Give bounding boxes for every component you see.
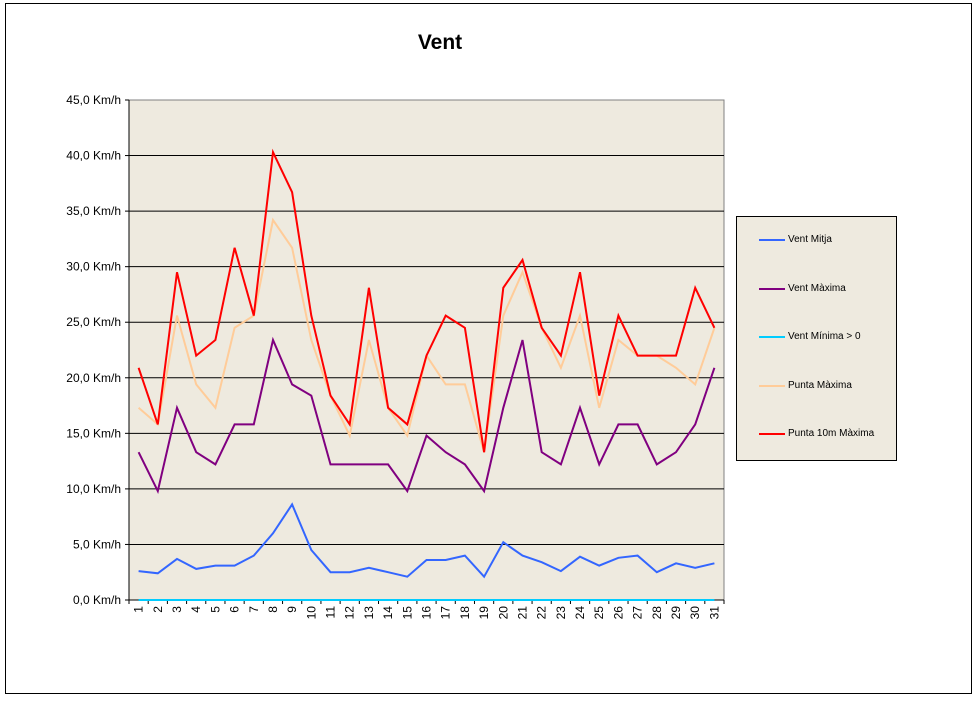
- legend-label: Vent Màxima: [788, 282, 846, 294]
- x-tick-label: 25: [592, 606, 606, 620]
- legend-label: Punta Màxima: [788, 379, 852, 391]
- legend-item: Vent Mínima > 0: [737, 330, 898, 344]
- x-tick-label: 27: [631, 606, 645, 620]
- y-tick-label: 25,0 Km/h: [66, 315, 121, 329]
- x-tick-label: 19: [477, 606, 491, 620]
- legend-swatch: [759, 433, 785, 435]
- series-lines: [137, 148, 716, 601]
- x-tick-label: 21: [515, 606, 529, 620]
- x-tick-label: 30: [688, 606, 702, 620]
- x-tick-label: 15: [400, 606, 414, 620]
- gridlines: [129, 155, 724, 545]
- x-tick-label: 11: [324, 606, 338, 619]
- legend-label: Vent Mitja: [788, 234, 832, 245]
- y-tick-label: 40,0 Km/h: [66, 149, 121, 163]
- x-tick-label: 7: [247, 606, 261, 613]
- x-tick-label: 22: [535, 606, 549, 620]
- legend-swatch: [759, 287, 785, 290]
- x-tick-label: 2: [151, 606, 165, 613]
- legend-swatch: [759, 336, 785, 338]
- y-tick-label: 15,0 Km/h: [66, 426, 121, 440]
- legend-swatch: [759, 239, 785, 241]
- y-tick-label: 35,0 Km/h: [66, 204, 121, 218]
- y-axis: 0,0 Km/h 5,0 Km/h 10,0 Km/h 15,0 Km/h 20,0 K…: [66, 93, 130, 607]
- y-tick-label: 20,0 Km/h: [66, 371, 121, 385]
- legend-label: Punta 10m Màxima: [788, 428, 875, 439]
- x-tick-label: 28: [650, 606, 664, 620]
- x-tick-label: 24: [573, 606, 587, 620]
- x-tick-label: 13: [362, 606, 376, 620]
- x-tick-label: 29: [669, 606, 683, 620]
- legend-item: Punta 10m Màxima: [737, 427, 898, 441]
- x-tick-label: 5: [208, 606, 222, 613]
- x-tick-label: 23: [554, 606, 568, 620]
- legend-swatch: [759, 384, 785, 387]
- y-tick-label: 5,0 Km/h: [73, 537, 121, 551]
- x-tick-label: 16: [420, 606, 434, 620]
- y-tick-label: 45,0 Km/h: [66, 93, 121, 107]
- x-tick-label: 20: [496, 606, 510, 620]
- plot-area: [128, 99, 725, 601]
- y-tick-label: 10,0 Km/h: [66, 482, 121, 496]
- x-tick-label: 17: [439, 606, 453, 620]
- x-tick-label: 6: [228, 606, 242, 613]
- x-tick-label: 8: [266, 606, 280, 613]
- x-tick-label: 3: [170, 606, 184, 613]
- y-tick-label: 0,0 Km/h: [73, 593, 121, 607]
- legend-item: Vent Mitja: [737, 233, 898, 247]
- x-tick-label: 12: [343, 606, 357, 620]
- legend: Vent Mitja Vent Màxima Vent Mínima > 0 Punt…: [736, 216, 897, 461]
- chart-title: Vent: [417, 31, 463, 54]
- x-tick-label: 14: [381, 606, 395, 620]
- series-line-0: [138, 502, 715, 579]
- x-tick-label: 31: [707, 606, 721, 620]
- x-tick-label: 4: [189, 606, 203, 613]
- x-tick-label: 9: [285, 606, 299, 613]
- x-tick-label: 10: [304, 606, 318, 620]
- series-line-1: [137, 336, 716, 495]
- x-axis: 1 2 3 4 5 6 7 8 9 10 11 12 13 14 15 16 17 18 19 20 21 22 23 24 2…: [128, 599, 725, 620]
- legend-item: Punta Màxima: [737, 379, 898, 393]
- legend-label: Vent Mínima > 0: [788, 331, 861, 342]
- x-tick-label: 1: [132, 606, 146, 613]
- y-tick-label: 30,0 Km/h: [66, 260, 121, 274]
- legend-item: Vent Màxima: [737, 282, 898, 296]
- x-tick-label: 18: [458, 606, 472, 620]
- series-line-4: [137, 148, 716, 453]
- x-tick-label: 26: [611, 606, 625, 620]
